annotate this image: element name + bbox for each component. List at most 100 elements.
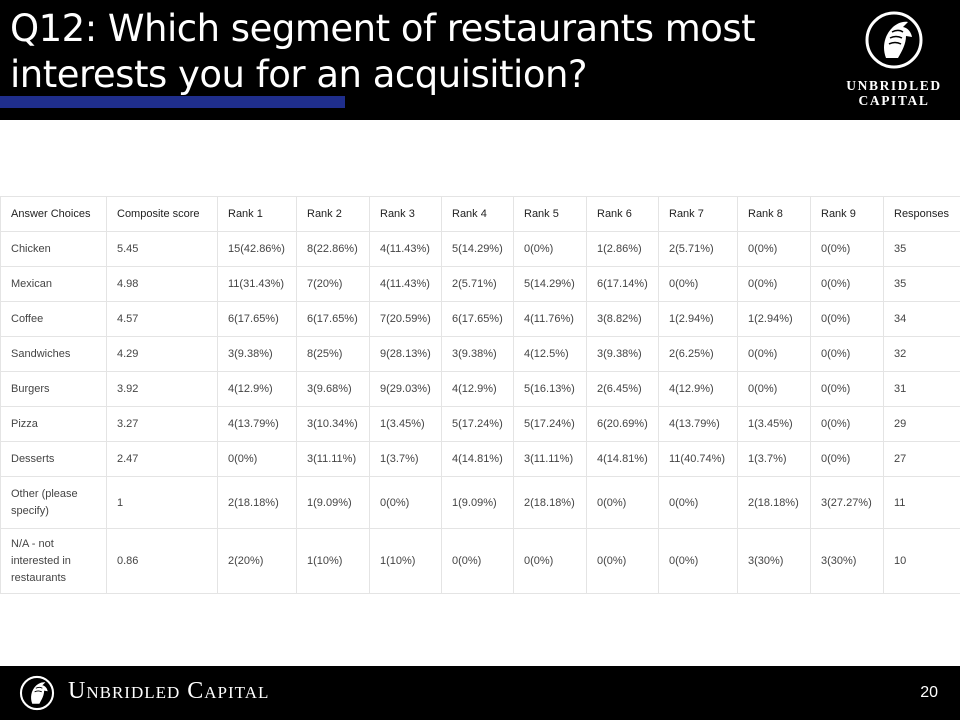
column-header: Rank 1 xyxy=(217,196,297,232)
table-cell: 10 xyxy=(883,528,960,594)
table-cell: 4(14.81%) xyxy=(586,441,659,477)
column-header: Rank 4 xyxy=(441,196,514,232)
table-cell: 5(17.24%) xyxy=(513,406,587,442)
table-cell: 4(13.79%) xyxy=(217,406,297,442)
survey-results-table: Answer Choices Composite score Rank 1 Rank … xyxy=(0,196,960,594)
table-cell: 34 xyxy=(883,301,960,337)
table-cell: 0(0%) xyxy=(737,231,811,267)
table-header-row: Answer Choices Composite score Rank 1 Rank … xyxy=(0,196,960,232)
table-row: Desserts 2.47 0(0%) 3(11.11%) 1(3.7%) 4(14.81… xyxy=(0,441,960,477)
table-row: Coffee 4.57 6(17.65%) 6(17.65%) 7(20.59%) 6(1… xyxy=(0,301,960,337)
column-header: Rank 5 xyxy=(513,196,587,232)
answer-choice-cell: N/A - not interested in restaurants xyxy=(0,528,107,594)
table-cell: 1(9.09%) xyxy=(296,476,370,529)
table-cell: 5(14.29%) xyxy=(513,266,587,302)
footer-brand-name: Unbridled Capital xyxy=(68,678,270,704)
logo-wordmark-line1: UNBRIDLED xyxy=(846,78,942,93)
answer-choice-cell: Desserts xyxy=(0,441,107,477)
table-cell: 11(40.74%) xyxy=(658,441,738,477)
table-cell: 9(29.03%) xyxy=(369,371,442,407)
table-cell: 5(16.13%) xyxy=(513,371,587,407)
table-cell: 29 xyxy=(883,406,960,442)
slide-title: Q12: Which segment of restaurants most i… xyxy=(10,7,756,96)
table-cell: 3(30%) xyxy=(810,528,884,594)
table-cell: 0(0%) xyxy=(810,441,884,477)
table-cell: 0.86 xyxy=(106,528,218,594)
table-cell: 3(10.34%) xyxy=(296,406,370,442)
table-cell: 0(0%) xyxy=(441,528,514,594)
table-cell: 1(10%) xyxy=(296,528,370,594)
table-cell: 35 xyxy=(883,231,960,267)
answer-choice-cell: Coffee xyxy=(0,301,107,337)
table-cell: 0(0%) xyxy=(586,476,659,529)
table-body: Chicken 5.45 15(42.86%) 8(22.86%) 4(11.43%) 5… xyxy=(0,231,960,594)
table-cell: 7(20%) xyxy=(296,266,370,302)
table-cell: 0(0%) xyxy=(810,266,884,302)
table-row: Other (please specify) 1 2(18.18%) 1(9.09%)… xyxy=(0,476,960,529)
column-header: Rank 2 xyxy=(296,196,370,232)
table-cell: 5.45 xyxy=(106,231,218,267)
table-cell: 3(9.38%) xyxy=(441,336,514,372)
table-cell: 6(17.14%) xyxy=(586,266,659,302)
column-header: Rank 7 xyxy=(658,196,738,232)
answer-choice-cell: Sandwiches xyxy=(0,336,107,372)
table-cell: 2(18.18%) xyxy=(513,476,587,529)
table-cell: 9(28.13%) xyxy=(369,336,442,372)
table-cell: 4.57 xyxy=(106,301,218,337)
table-cell: 1(10%) xyxy=(369,528,442,594)
table-cell: 0(0%) xyxy=(658,266,738,302)
slide-header: Q12: Which segment of restaurants most i… xyxy=(0,0,960,120)
table-cell: 2(20%) xyxy=(217,528,297,594)
horse-head-emblem-icon xyxy=(19,675,55,711)
table-cell: 6(20.69%) xyxy=(586,406,659,442)
horse-head-emblem-icon xyxy=(865,11,923,69)
column-header: Rank 8 xyxy=(737,196,811,232)
column-header: Composite score xyxy=(106,196,218,232)
table-cell: 0(0%) xyxy=(810,406,884,442)
table-cell: 0(0%) xyxy=(737,336,811,372)
table-cell: 31 xyxy=(883,371,960,407)
table-cell: 3(9.68%) xyxy=(296,371,370,407)
logo-wordmark-line2: CAPITAL xyxy=(858,93,930,108)
table-cell: 4(12.9%) xyxy=(441,371,514,407)
table-cell: 27 xyxy=(883,441,960,477)
table-cell: 0(0%) xyxy=(217,441,297,477)
table-cell: 2(6.25%) xyxy=(658,336,738,372)
table-cell: 1(2.94%) xyxy=(658,301,738,337)
table-cell: 4.29 xyxy=(106,336,218,372)
table-cell: 2(18.18%) xyxy=(737,476,811,529)
title-accent-bar xyxy=(0,96,345,108)
table-cell: 0(0%) xyxy=(658,528,738,594)
table-row: N/A - not interested in restaurants 0.86 2… xyxy=(0,528,960,594)
table-cell: 6(17.65%) xyxy=(217,301,297,337)
column-header: Answer Choices xyxy=(0,196,107,232)
table-cell: 0(0%) xyxy=(658,476,738,529)
table-cell: 0(0%) xyxy=(737,266,811,302)
table-cell: 5(14.29%) xyxy=(441,231,514,267)
table-cell: 3(11.11%) xyxy=(296,441,370,477)
table-cell: 5(17.24%) xyxy=(441,406,514,442)
table-cell: 1(2.86%) xyxy=(586,231,659,267)
table-cell: 4(11.43%) xyxy=(369,231,442,267)
answer-choice-cell: Mexican xyxy=(0,266,107,302)
table-cell: 4.98 xyxy=(106,266,218,302)
table-cell: 1(9.09%) xyxy=(441,476,514,529)
table-cell: 4(13.79%) xyxy=(658,406,738,442)
table-cell: 2(5.71%) xyxy=(441,266,514,302)
table-cell: 0(0%) xyxy=(810,231,884,267)
table-cell: 15(42.86%) xyxy=(217,231,297,267)
table-cell: 2(6.45%) xyxy=(586,371,659,407)
slide-footer: Unbridled Capital 20 xyxy=(0,666,960,720)
table-cell: 8(25%) xyxy=(296,336,370,372)
column-header: Responses xyxy=(883,196,960,232)
table-cell: 0(0%) xyxy=(513,231,587,267)
table-cell: 4(12.5%) xyxy=(513,336,587,372)
table-cell: 3.27 xyxy=(106,406,218,442)
table-cell: 0(0%) xyxy=(810,371,884,407)
table-row: Burgers 3.92 4(12.9%) 3(9.68%) 9(29.03%) 4(12… xyxy=(0,371,960,407)
table-cell: 2(18.18%) xyxy=(217,476,297,529)
table-cell: 0(0%) xyxy=(810,336,884,372)
table-cell: 8(22.86%) xyxy=(296,231,370,267)
table-cell: 3(9.38%) xyxy=(217,336,297,372)
table-cell: 6(17.65%) xyxy=(296,301,370,337)
